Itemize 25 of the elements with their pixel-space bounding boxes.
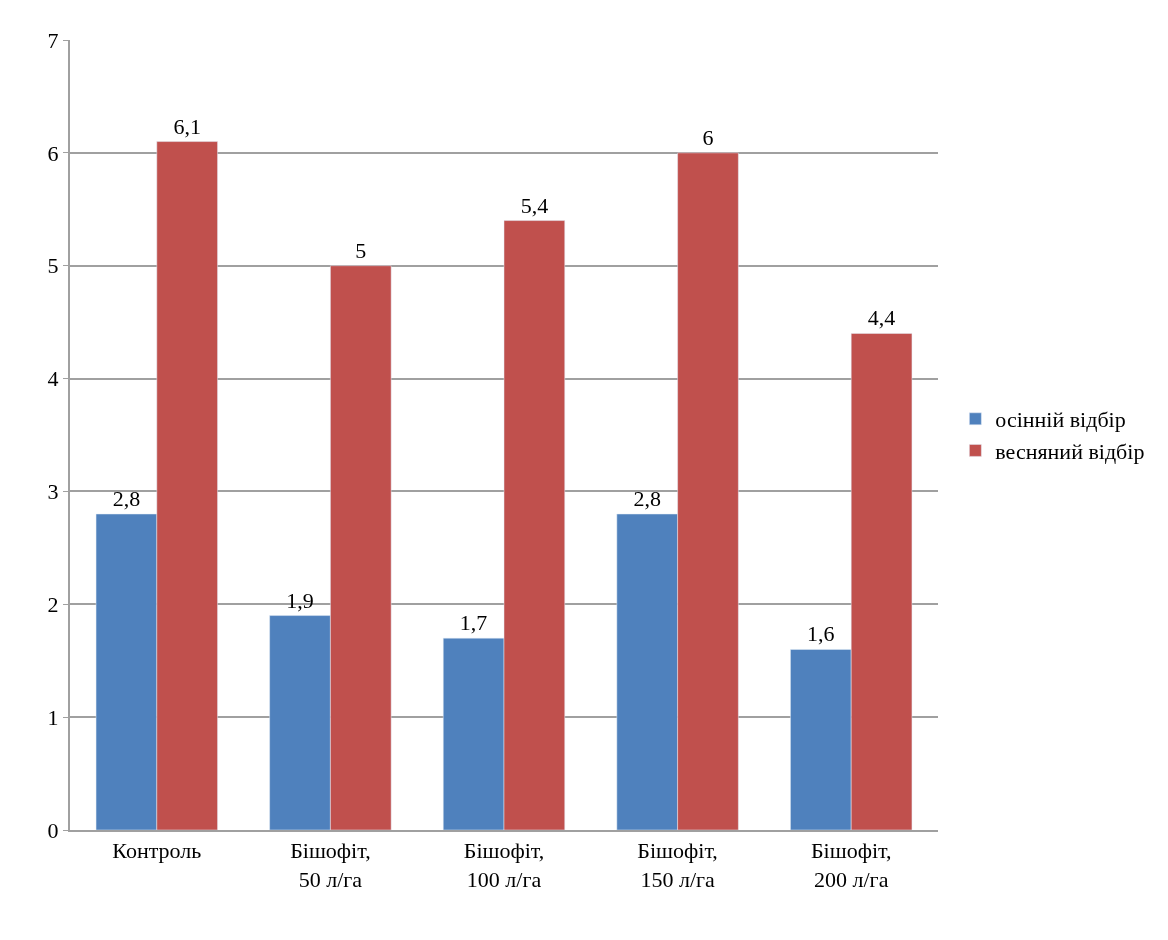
data-label: 5	[355, 237, 367, 263]
y-tick-label: 4	[47, 366, 59, 392]
x-tick-label: Бішофіт, 50 л/га	[290, 838, 371, 892]
x-tick-label: Контроль	[112, 838, 202, 864]
y-tick-label: 5	[47, 253, 59, 279]
legend-label: весняний відбір	[995, 438, 1145, 464]
data-label: 4,4	[867, 305, 896, 331]
y-tick-label: 2	[47, 591, 59, 617]
data-label: 1,6	[807, 621, 835, 647]
data-label: 2,8	[112, 486, 141, 511]
data-label: 6,1	[173, 113, 201, 139]
data-label: 1,7	[459, 610, 488, 636]
legend-label: осінній відбір	[995, 407, 1126, 433]
data-label: 2,8	[633, 486, 661, 511]
data-label: 6	[702, 124, 714, 150]
y-tick-label: 3	[47, 479, 59, 505]
y-tick-label: 7	[47, 27, 59, 53]
x-tick-label: Бішофіт, 100 л/га	[463, 838, 545, 892]
y-tick-label: 1	[47, 704, 59, 730]
x-tick-label: Бішофіт, 200 л/га	[810, 838, 892, 892]
x-tick-label: Бішофіт, 150 л/га	[637, 838, 718, 892]
data-label: 1,9	[286, 587, 314, 613]
data-label: 5,4	[520, 192, 549, 218]
y-tick-label: 6	[47, 140, 59, 166]
y-tick-label: 0	[47, 817, 59, 843]
